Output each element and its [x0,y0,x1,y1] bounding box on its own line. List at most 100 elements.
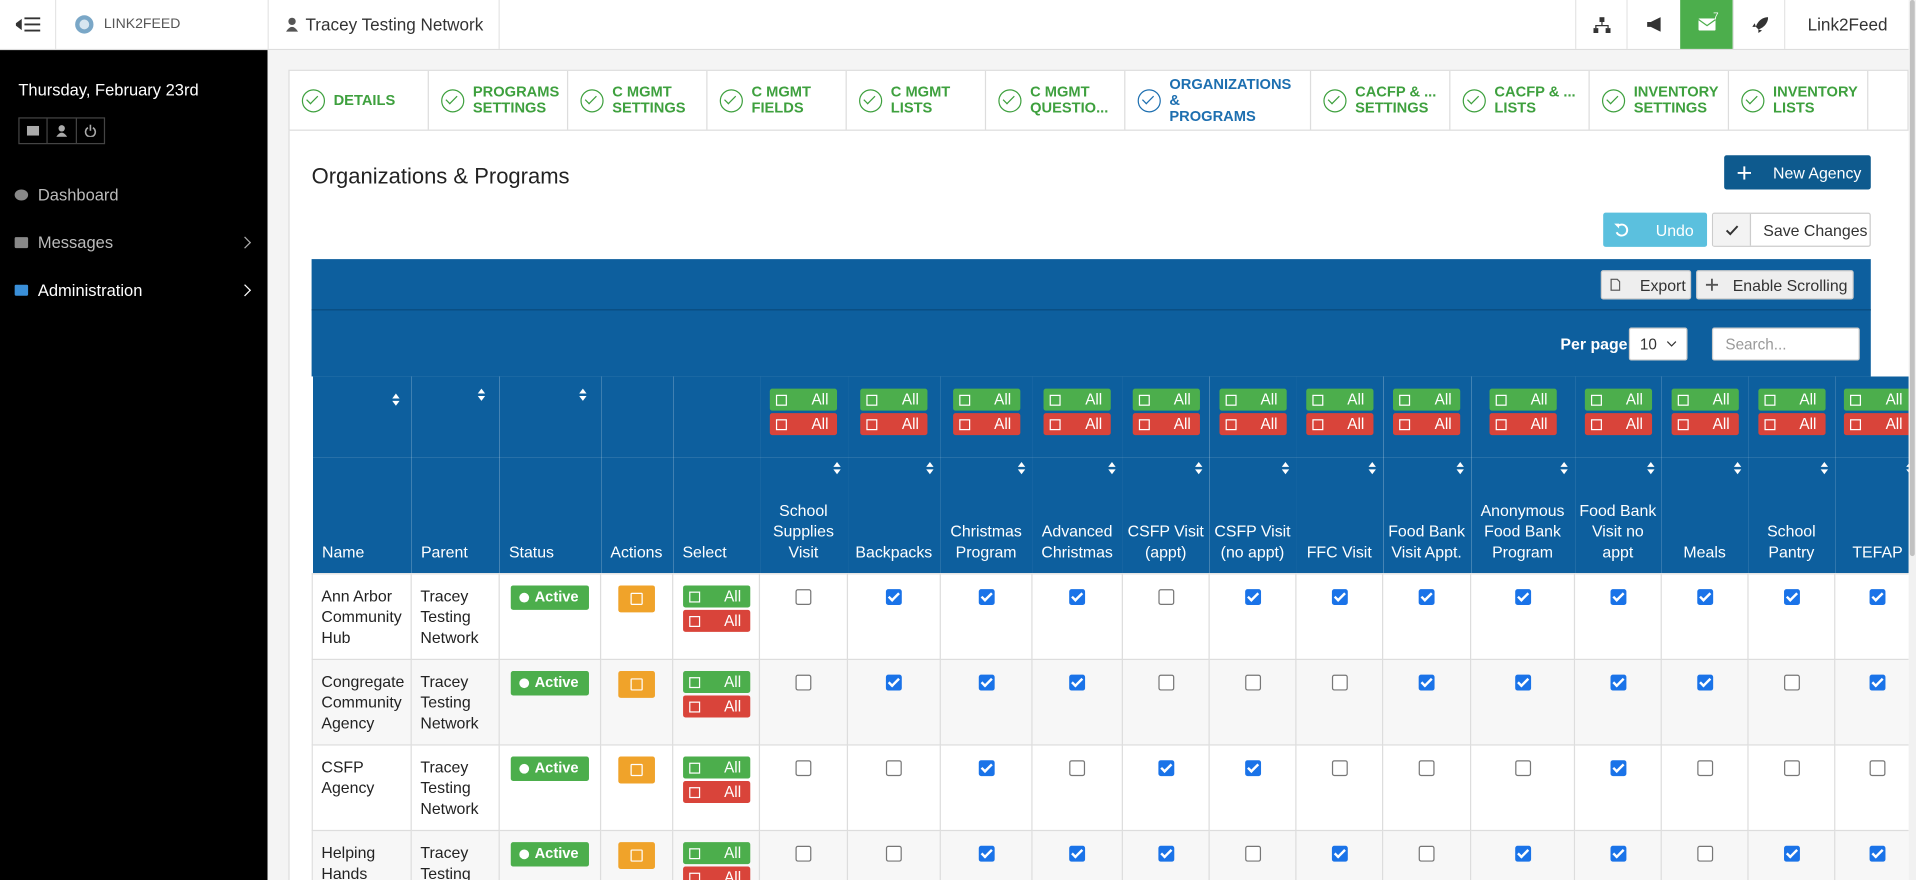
row-select-all-button[interactable]: All [682,756,750,779]
program-checkbox[interactable] [1244,674,1261,691]
program-header[interactable]: Food Bank Visit no appt [1574,457,1662,574]
program-checkbox[interactable] [1869,589,1886,605]
program-checkbox[interactable] [1418,845,1435,862]
program-header[interactable]: Backpacks [847,457,941,574]
select-all-button[interactable]: All [1043,388,1111,411]
program-checkbox[interactable] [795,845,812,862]
program-header[interactable]: CSFP Visit (appt) [1122,457,1210,574]
nav-item[interactable]: Administration [14,281,257,299]
program-header[interactable]: Anonymous Food Bank Program [1470,457,1575,574]
program-header[interactable]: TEFAP [1834,457,1909,574]
mail-button[interactable] [20,118,49,143]
program-checkbox[interactable] [885,845,902,862]
edit-button[interactable] [618,670,655,698]
program-checkbox[interactable] [1783,845,1800,862]
program-header[interactable]: Food Bank Visit Appt. [1382,457,1471,574]
per-page-select[interactable]: 10 [1628,327,1688,361]
program-checkbox[interactable] [1069,760,1086,777]
program-checkbox[interactable] [1418,674,1435,691]
edit-button[interactable] [618,756,655,784]
program-checkbox[interactable] [1696,845,1713,862]
select-all-button[interactable]: All [1393,388,1461,411]
program-checkbox[interactable] [978,760,995,777]
deselect-all-button[interactable]: All [1584,413,1652,436]
program-checkbox[interactable] [1869,760,1886,777]
edit-button[interactable] [618,842,655,869]
select-all-button[interactable]: All [1757,388,1825,411]
tab[interactable]: DETAILS [290,70,429,130]
deselect-all-button[interactable]: All [1043,413,1111,436]
network-switch[interactable]: Tracey Testing Network [267,0,500,49]
new-agency-button[interactable]: New Agency [1724,155,1871,190]
program-checkbox[interactable] [1244,589,1261,605]
announcements-button[interactable] [1626,0,1681,49]
program-checkbox[interactable] [1069,845,1086,862]
sort-icon[interactable] [578,388,586,401]
deselect-all-button[interactable]: All [1132,413,1200,436]
menu-toggle[interactable] [0,0,57,49]
edit-button[interactable] [618,585,655,613]
program-checkbox[interactable] [1696,674,1713,691]
program-checkbox[interactable] [1609,674,1626,691]
program-header[interactable]: School Supplies Visit [759,457,848,574]
select-all-button[interactable]: All [1843,388,1909,411]
program-checkbox[interactable] [1157,845,1174,862]
row-deselect-all-button[interactable]: All [682,866,750,880]
program-checkbox[interactable] [1869,674,1886,691]
user-menu[interactable]: Link2Feed [1784,0,1910,49]
tab[interactable]: INVENTORY SETTINGS [1590,70,1730,130]
program-checkbox[interactable] [1696,760,1713,777]
program-checkbox[interactable] [1783,589,1800,605]
search-input[interactable]: Search... [1711,327,1860,361]
nav-item[interactable]: Dashboard [14,186,257,204]
program-checkbox[interactable] [1331,845,1348,862]
logout-button[interactable] [77,119,104,143]
launch-button[interactable] [1732,0,1786,49]
nav-item[interactable]: Messages [14,233,257,252]
program-header[interactable]: Christmas Program [940,457,1032,574]
program-header[interactable]: Meals [1661,457,1748,574]
program-checkbox[interactable] [1157,674,1174,691]
deselect-all-button[interactable]: All [1305,413,1373,436]
program-checkbox[interactable] [978,845,995,862]
program-checkbox[interactable] [1696,589,1713,605]
program-checkbox[interactable] [1418,589,1435,605]
tab[interactable]: C MGMT LISTS [847,70,987,130]
brand[interactable]: LINK2FEED [55,0,287,49]
program-checkbox[interactable] [1514,760,1531,777]
program-checkbox[interactable] [885,674,902,691]
select-all-button[interactable]: All [769,388,838,411]
select-all-button[interactable]: All [860,388,928,411]
program-checkbox[interactable] [1244,845,1261,862]
program-checkbox[interactable] [795,674,812,691]
program-checkbox[interactable] [1418,760,1435,777]
enable-scrolling-button[interactable]: Enable Scrolling [1696,270,1854,300]
program-checkbox[interactable] [1514,589,1531,605]
select-all-button[interactable]: All [1584,388,1652,411]
program-checkbox[interactable] [1069,589,1086,605]
tab[interactable]: INVENTORY LISTS [1729,70,1869,130]
program-checkbox[interactable] [1331,760,1348,777]
sort-icon[interactable] [477,388,485,401]
tab[interactable]: PROGRAMS SETTINGS [429,70,569,130]
deselect-all-button[interactable]: All [1671,413,1739,436]
select-all-button[interactable]: All [1218,388,1287,411]
profile-button[interactable] [48,118,77,143]
program-checkbox[interactable] [1157,589,1174,605]
row-select-all-button[interactable]: All [682,842,750,865]
program-checkbox[interactable] [1609,589,1626,605]
sort-icon[interactable] [391,393,399,406]
program-checkbox[interactable] [795,589,812,605]
row-select-all-button[interactable]: All [682,670,750,693]
tab[interactable]: CACFP & ... LISTS [1450,70,1590,130]
program-checkbox[interactable] [1514,674,1531,691]
select-all-button[interactable]: All [1488,388,1557,411]
program-checkbox[interactable] [885,589,902,605]
program-checkbox[interactable] [795,760,812,777]
program-checkbox[interactable] [1783,674,1800,691]
row-deselect-all-button[interactable]: All [682,609,750,632]
program-checkbox[interactable] [1244,760,1261,777]
deselect-all-button[interactable]: All [1757,413,1825,436]
program-checkbox[interactable] [1514,845,1531,862]
undo-button[interactable]: Undo [1603,212,1708,247]
